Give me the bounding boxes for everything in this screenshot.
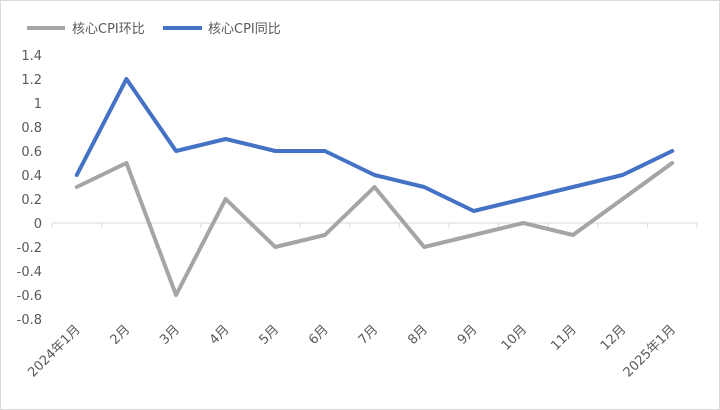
x-tick-label: 3月	[157, 322, 183, 348]
y-tick-label: 1.2	[21, 73, 42, 88]
x-tick-label: 7月	[356, 322, 382, 348]
x-tick-label: 2月	[108, 322, 134, 348]
y-tick-label: 0.4	[21, 169, 42, 184]
x-tick-label: 2025年1月	[621, 322, 679, 380]
x-tick-label: 11月	[548, 322, 579, 353]
series-group	[74, 77, 675, 297]
y-tick-label: -0.4	[17, 265, 42, 280]
y-tick-label: 0.6	[21, 145, 42, 160]
y-tick-label: 1.4	[21, 49, 42, 64]
x-tick-label: 2024年1月	[25, 322, 83, 380]
y-tick-label: 0.8	[21, 121, 42, 136]
legend-label-mom: 核心CPI环比	[72, 22, 145, 37]
x-tick-label: 5月	[256, 322, 282, 348]
series-line-yoy	[74, 77, 675, 213]
x-tick-label: 6月	[306, 322, 332, 348]
y-tick-label: 1	[34, 97, 42, 112]
y-tick-label: -0.2	[17, 241, 42, 256]
legend: 核心CPI环比 核心CPI同比	[27, 22, 281, 37]
x-tick-label: 8月	[405, 322, 431, 348]
y-axis: 1.4 1.2 1 0.8 0.6 0.4 0.2 0 -0.2 -0.4 -0.6 -0.8	[17, 49, 42, 328]
y-tick-label: -0.6	[17, 289, 42, 304]
x-tick-label: 10月	[499, 322, 530, 353]
y-tick-label: 0	[34, 217, 42, 232]
legend-label-yoy: 核心CPI同比	[208, 22, 281, 37]
x-tick-label: 4月	[207, 322, 233, 348]
x-tick-label: 12月	[598, 322, 629, 353]
y-tick-label: 0.2	[21, 193, 42, 208]
x-tick-label: 9月	[455, 322, 481, 348]
y-tick-label: -0.8	[17, 313, 42, 328]
